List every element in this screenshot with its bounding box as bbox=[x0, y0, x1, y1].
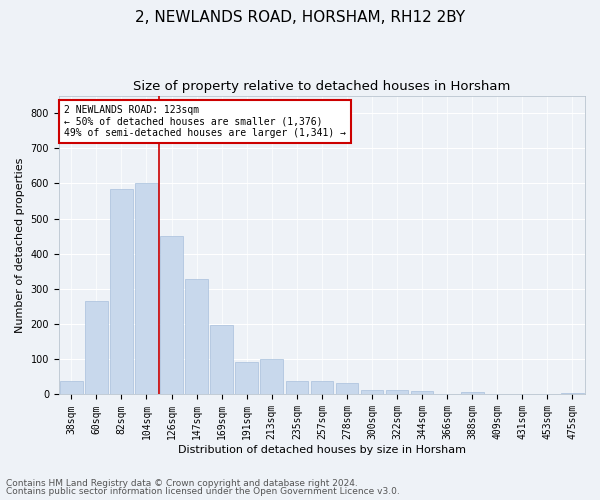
Text: Contains HM Land Registry data © Crown copyright and database right 2024.: Contains HM Land Registry data © Crown c… bbox=[6, 478, 358, 488]
Bar bbox=[561, 392, 584, 394]
Bar bbox=[211, 325, 233, 394]
X-axis label: Distribution of detached houses by size in Horsham: Distribution of detached houses by size … bbox=[178, 445, 466, 455]
Bar bbox=[235, 362, 258, 394]
Bar bbox=[185, 279, 208, 394]
Bar bbox=[335, 383, 358, 394]
Bar bbox=[60, 381, 83, 394]
Bar bbox=[386, 390, 409, 394]
Bar bbox=[361, 390, 383, 394]
Text: 2 NEWLANDS ROAD: 123sqm
← 50% of detached houses are smaller (1,376)
49% of semi: 2 NEWLANDS ROAD: 123sqm ← 50% of detache… bbox=[64, 104, 346, 138]
Bar bbox=[135, 183, 158, 394]
Bar bbox=[286, 381, 308, 394]
Y-axis label: Number of detached properties: Number of detached properties bbox=[15, 158, 25, 332]
Text: 2, NEWLANDS ROAD, HORSHAM, RH12 2BY: 2, NEWLANDS ROAD, HORSHAM, RH12 2BY bbox=[135, 10, 465, 25]
Bar bbox=[110, 188, 133, 394]
Bar bbox=[260, 359, 283, 394]
Bar bbox=[311, 381, 333, 394]
Title: Size of property relative to detached houses in Horsham: Size of property relative to detached ho… bbox=[133, 80, 511, 93]
Bar bbox=[160, 236, 183, 394]
Bar bbox=[85, 302, 107, 394]
Text: Contains public sector information licensed under the Open Government Licence v3: Contains public sector information licen… bbox=[6, 487, 400, 496]
Bar bbox=[461, 392, 484, 394]
Bar bbox=[411, 391, 433, 394]
